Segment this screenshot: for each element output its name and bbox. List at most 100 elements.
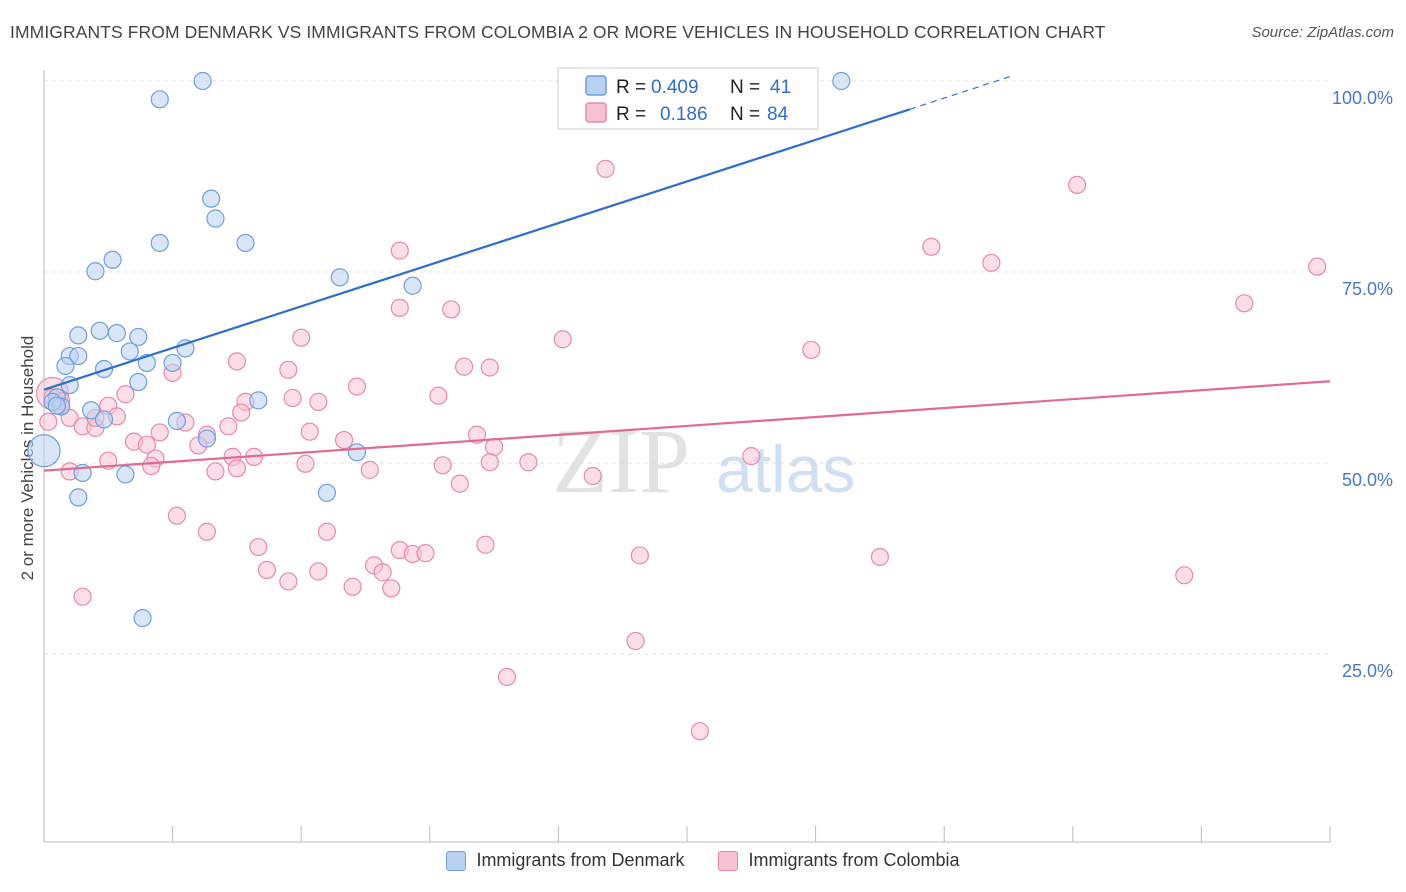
- data-point: [69, 346, 88, 366]
- data-point: [416, 544, 435, 563]
- data-point: [334, 430, 354, 450]
- data-point: [197, 522, 216, 541]
- trend-line-denmark-extension: [909, 75, 1013, 110]
- data-point: [163, 353, 182, 373]
- data-point: [193, 71, 212, 91]
- legend-n-value-denmark: 41: [770, 77, 791, 98]
- data-point: [56, 356, 75, 376]
- top-legend-swatch-denmark: [585, 75, 607, 96]
- data-point: [454, 357, 474, 376]
- data-point: [279, 360, 298, 379]
- bottom-legend: Immigrants from Denmark Immigrants from …: [0, 850, 1406, 871]
- trend-line-colombia: [43, 380, 1331, 472]
- data-point: [129, 372, 148, 392]
- legend-label-colombia: Immigrants from Colombia: [748, 850, 960, 870]
- data-point: [197, 429, 216, 448]
- data-point: [249, 537, 268, 557]
- data-point: [69, 326, 88, 345]
- legend-r-label-colombia: R =: [616, 104, 646, 125]
- trend-lines: [43, 75, 1331, 472]
- data-point: [480, 358, 499, 377]
- legend-swatch-colombia: [718, 850, 739, 871]
- y-tick-labels: 25.0% 50.0% 75.0% 100.0%: [1332, 88, 1393, 681]
- legend-n-value-colombia: 84: [767, 104, 789, 125]
- chart-title: IMMIGRANTS FROM DENMARK VS IMMIGRANTS FR…: [10, 22, 1106, 42]
- data-point: [476, 535, 495, 554]
- legend-n-label-denmark: N =: [730, 77, 760, 98]
- y-tick-label: 50.0%: [1342, 470, 1393, 490]
- data-point: [403, 276, 422, 295]
- data-point: [630, 546, 649, 565]
- data-point: [1067, 175, 1087, 195]
- y-tick-label: 25.0%: [1342, 661, 1393, 681]
- y-tick-label: 100.0%: [1332, 88, 1393, 108]
- data-point: [86, 262, 105, 281]
- data-point: [429, 386, 448, 405]
- data-point: [142, 456, 161, 476]
- data-point: [347, 443, 367, 462]
- data-point: [360, 460, 379, 479]
- data-point: [236, 233, 255, 253]
- data-point: [47, 396, 66, 415]
- data-point: [870, 547, 890, 567]
- data-point: [82, 401, 101, 420]
- data-point: [150, 423, 169, 442]
- legend-r-value-denmark: 0.409: [651, 77, 699, 98]
- data-point: [103, 250, 122, 269]
- data-point: [1175, 566, 1194, 585]
- data-point: [27, 434, 61, 468]
- data-point: [742, 447, 761, 466]
- data-point: [202, 189, 221, 208]
- data-point: [442, 300, 461, 319]
- data-point: [167, 506, 186, 525]
- chart-source: Source: ZipAtlas.com: [1251, 24, 1394, 41]
- data-point: [596, 159, 615, 178]
- data-point: [433, 456, 452, 475]
- data-point: [167, 411, 186, 431]
- data-point: [1308, 257, 1327, 276]
- legend-r-value-colombia: 0.186: [660, 104, 708, 125]
- series-denmark-points: [27, 71, 851, 628]
- data-point: [69, 488, 88, 507]
- data-point: [116, 385, 135, 404]
- data-point: [450, 474, 469, 493]
- data-point: [206, 462, 225, 481]
- data-point: [150, 233, 169, 253]
- data-point: [73, 587, 92, 606]
- data-point: [107, 324, 126, 343]
- legend-item-denmark[interactable]: Immigrants from Denmark: [446, 850, 684, 871]
- data-point: [1235, 294, 1254, 313]
- data-point: [129, 327, 148, 347]
- data-point: [90, 321, 109, 340]
- data-point: [296, 454, 315, 473]
- data-point: [347, 377, 367, 396]
- data-point: [257, 560, 277, 580]
- legend-label-denmark: Immigrants from Denmark: [476, 850, 685, 870]
- data-point: [626, 631, 645, 651]
- data-point: [373, 563, 392, 582]
- data-point: [227, 459, 246, 478]
- data-point: [94, 410, 114, 429]
- data-point: [309, 392, 328, 411]
- data-point: [120, 342, 139, 361]
- data-point: [343, 577, 362, 596]
- data-point: [300, 422, 319, 441]
- legend-swatch-denmark: [446, 850, 467, 871]
- scatter-plot: ZIP atlas 25.0%50.0%75.0%100.0% 0.0%30.0…: [18, 67, 1393, 843]
- data-point: [519, 453, 538, 472]
- data-point: [219, 417, 238, 436]
- watermark: ZIP atlas: [552, 410, 855, 512]
- data-point: [480, 453, 499, 472]
- trend-line-denmark: [43, 108, 911, 391]
- legend-n-label-colombia: N =: [730, 104, 760, 125]
- data-point: [283, 388, 302, 408]
- top-legend: R = 0.409 N = 41 R = 0.186 N = 84: [557, 67, 819, 130]
- y-axis-title: 2 or more Vehicles in Household: [18, 336, 37, 581]
- legend-item-colombia[interactable]: Immigrants from Colombia: [718, 850, 960, 871]
- data-point: [150, 90, 169, 109]
- legend-r-label-denmark: R =: [616, 77, 646, 98]
- data-point: [137, 435, 156, 454]
- data-point: [206, 209, 225, 228]
- data-point: [467, 425, 487, 444]
- top-legend-swatch-colombia: [585, 102, 607, 123]
